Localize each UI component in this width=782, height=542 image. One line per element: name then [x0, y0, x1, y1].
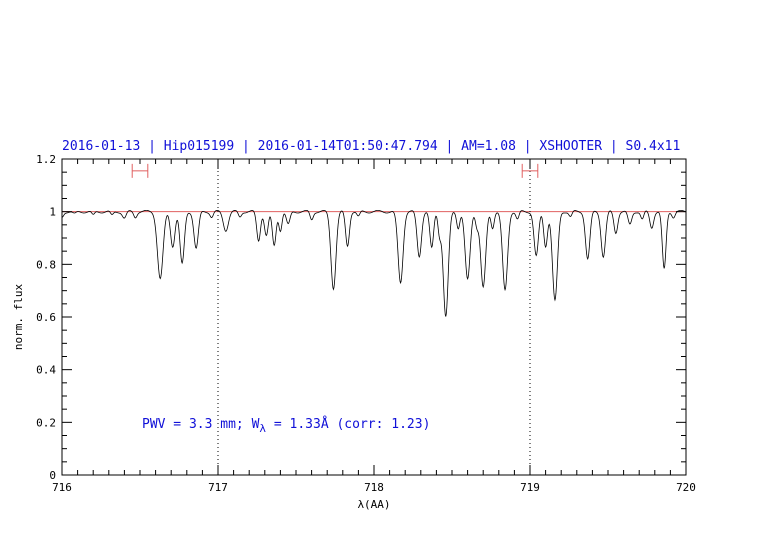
- y-tick-label: 0.6: [36, 311, 56, 324]
- continuum-window: [521, 163, 539, 178]
- y-axis-label: norm. flux: [12, 284, 25, 351]
- annotation-subscript: λ: [259, 422, 266, 435]
- y-tick-label: 1.2: [36, 153, 56, 166]
- spectrum-series: [61, 209, 687, 317]
- y-tick-label: 0.2: [36, 416, 56, 429]
- y-tick-label: 0.8: [36, 258, 56, 271]
- x-tick-label: 719: [520, 481, 540, 494]
- annotation-suffix: = 1.33Å (corr: 1.23): [266, 416, 430, 432]
- x-tick-label: 718: [364, 481, 384, 494]
- continuum-window: [131, 163, 149, 178]
- x-axis-label: λ(AA): [357, 498, 390, 511]
- pwv-annotation: PWV = 3.3 mm; Wλ = 1.33Å (corr: 1.23): [142, 416, 430, 435]
- y-tick-label: 1: [49, 206, 56, 219]
- y-tick-label: 0: [49, 469, 56, 482]
- axis-ticks: 716 717 718 719 720 0 0.2 0.4 0.6 0.8 1 1.2: [36, 153, 696, 494]
- annotation-prefix: PWV = 3.3 mm; W: [142, 417, 260, 432]
- x-tick-label: 717: [208, 481, 228, 494]
- plot-area: [61, 159, 687, 475]
- y-tick-label: 0.4: [36, 364, 56, 377]
- x-tick-label: 716: [52, 481, 72, 494]
- chart-title: 2016-01-13 | Hip015199 | 2016-01-14T01:5…: [62, 139, 680, 154]
- x-tick-label: 720: [676, 481, 696, 494]
